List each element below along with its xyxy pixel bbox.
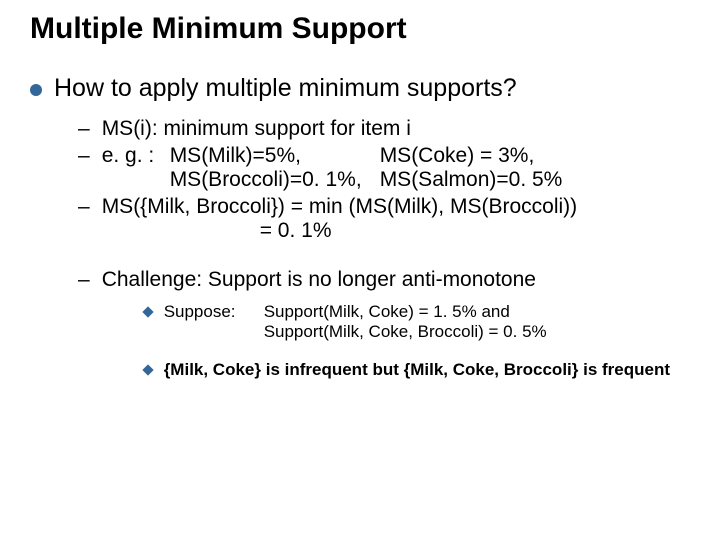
dash-icon: – [78,268,90,292]
sub-item-example: – e. g. : MS(Milk)=5%, MS(Coke) = 3%, MS… [78,144,690,192]
dash-icon: – [78,117,90,141]
formula-line1: MS({Milk, Broccoli}) = min (MS(Milk), MS… [102,195,690,219]
suppose-line1: Support(Milk, Coke) = 1. 5% and [264,302,547,322]
ms-milk: MS(Milk)=5%, [170,144,380,168]
conclusion-text: {Milk, Coke} is infrequent but {Milk, Co… [164,360,670,380]
ms-salmon: MS(Salmon)=0. 5% [380,168,690,192]
suppose-line2: Support(Milk, Coke, Broccoli) = 0. 5% [264,322,547,342]
challenge-text: Challenge: Support is no longer anti-mon… [102,268,690,292]
diamond-icon [142,364,153,375]
example-label: e. g. : [102,144,170,192]
bullet-dot-icon [30,84,42,96]
sub-item-challenge: – Challenge: Support is no longer anti-m… [78,268,690,398]
slide-title: Multiple Minimum Support [30,12,690,46]
definition-text: MS(i): minimum support for item i [102,117,690,141]
main-bullet: How to apply multiple minimum supports? [30,74,690,103]
sub-item-definition: – MS(i): minimum support for item i [78,117,690,141]
sub-item-formula: – MS({Milk, Broccoli}) = min (MS(Milk), … [78,195,690,243]
deep-item-conclusion: {Milk, Coke} is infrequent but {Milk, Co… [144,360,690,380]
formula-line2: = 0. 1% [260,219,690,243]
diamond-icon [142,306,153,317]
ms-broccoli: MS(Broccoli)=0. 1%, [170,168,380,192]
dash-icon: – [78,195,90,219]
ms-coke: MS(Coke) = 3%, [380,144,690,168]
deep-list: Suppose: Support(Milk, Coke) = 1. 5% and… [144,302,690,380]
suppose-label: Suppose: [164,302,264,342]
slide: Multiple Minimum Support How to apply mu… [0,0,720,398]
sub-list: – MS(i): minimum support for item i – e.… [78,117,690,398]
main-question-text: How to apply multiple minimum supports? [54,74,517,103]
dash-icon: – [78,144,90,168]
deep-item-suppose: Suppose: Support(Milk, Coke) = 1. 5% and… [144,302,690,342]
